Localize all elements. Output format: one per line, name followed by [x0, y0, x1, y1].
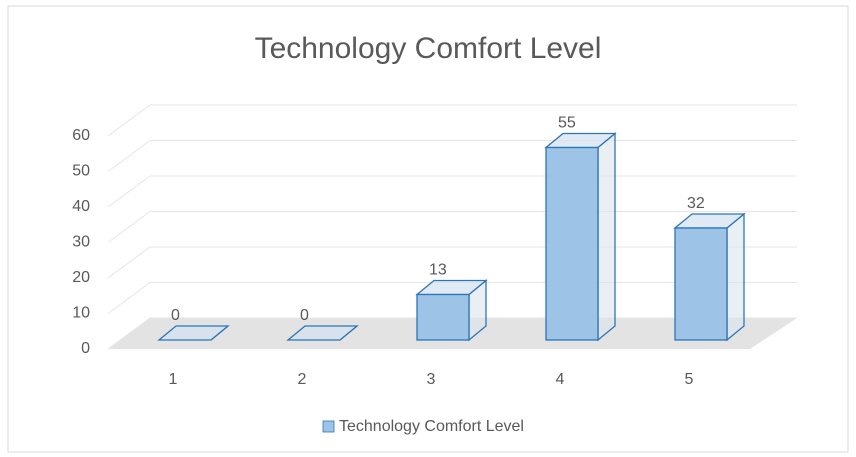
y-tick-label: 10 — [72, 305, 90, 322]
grid-line — [107, 104, 797, 137]
x-tick-label: 1 — [169, 371, 178, 388]
x-tick-label: 3 — [427, 371, 436, 388]
data-label: 13 — [429, 262, 447, 279]
y-tick-label: 50 — [72, 163, 90, 180]
y-tick-label: 40 — [72, 198, 90, 215]
x-tick-label: 2 — [298, 371, 307, 388]
bar-side — [726, 212, 745, 342]
y-tick-label: 0 — [81, 340, 90, 357]
bar-top — [157, 325, 230, 341]
y-tick-label: 20 — [72, 269, 90, 286]
legend-swatch — [322, 420, 335, 433]
bar — [416, 293, 470, 341]
x-tick-label: 5 — [685, 371, 694, 388]
data-label: 0 — [171, 307, 180, 324]
y-tick-label: 60 — [72, 127, 90, 144]
bar-side — [597, 132, 616, 342]
bar — [674, 227, 728, 341]
data-label: 32 — [687, 195, 705, 212]
data-label: 55 — [558, 115, 576, 132]
bar-top — [286, 325, 359, 341]
data-label: 0 — [300, 307, 309, 324]
x-tick-label: 4 — [556, 371, 565, 388]
y-tick-label: 30 — [72, 234, 90, 251]
chart-title: Technology Comfort Level — [255, 32, 602, 65]
legend-label: Technology Comfort Level — [339, 418, 524, 435]
bar — [545, 146, 599, 341]
